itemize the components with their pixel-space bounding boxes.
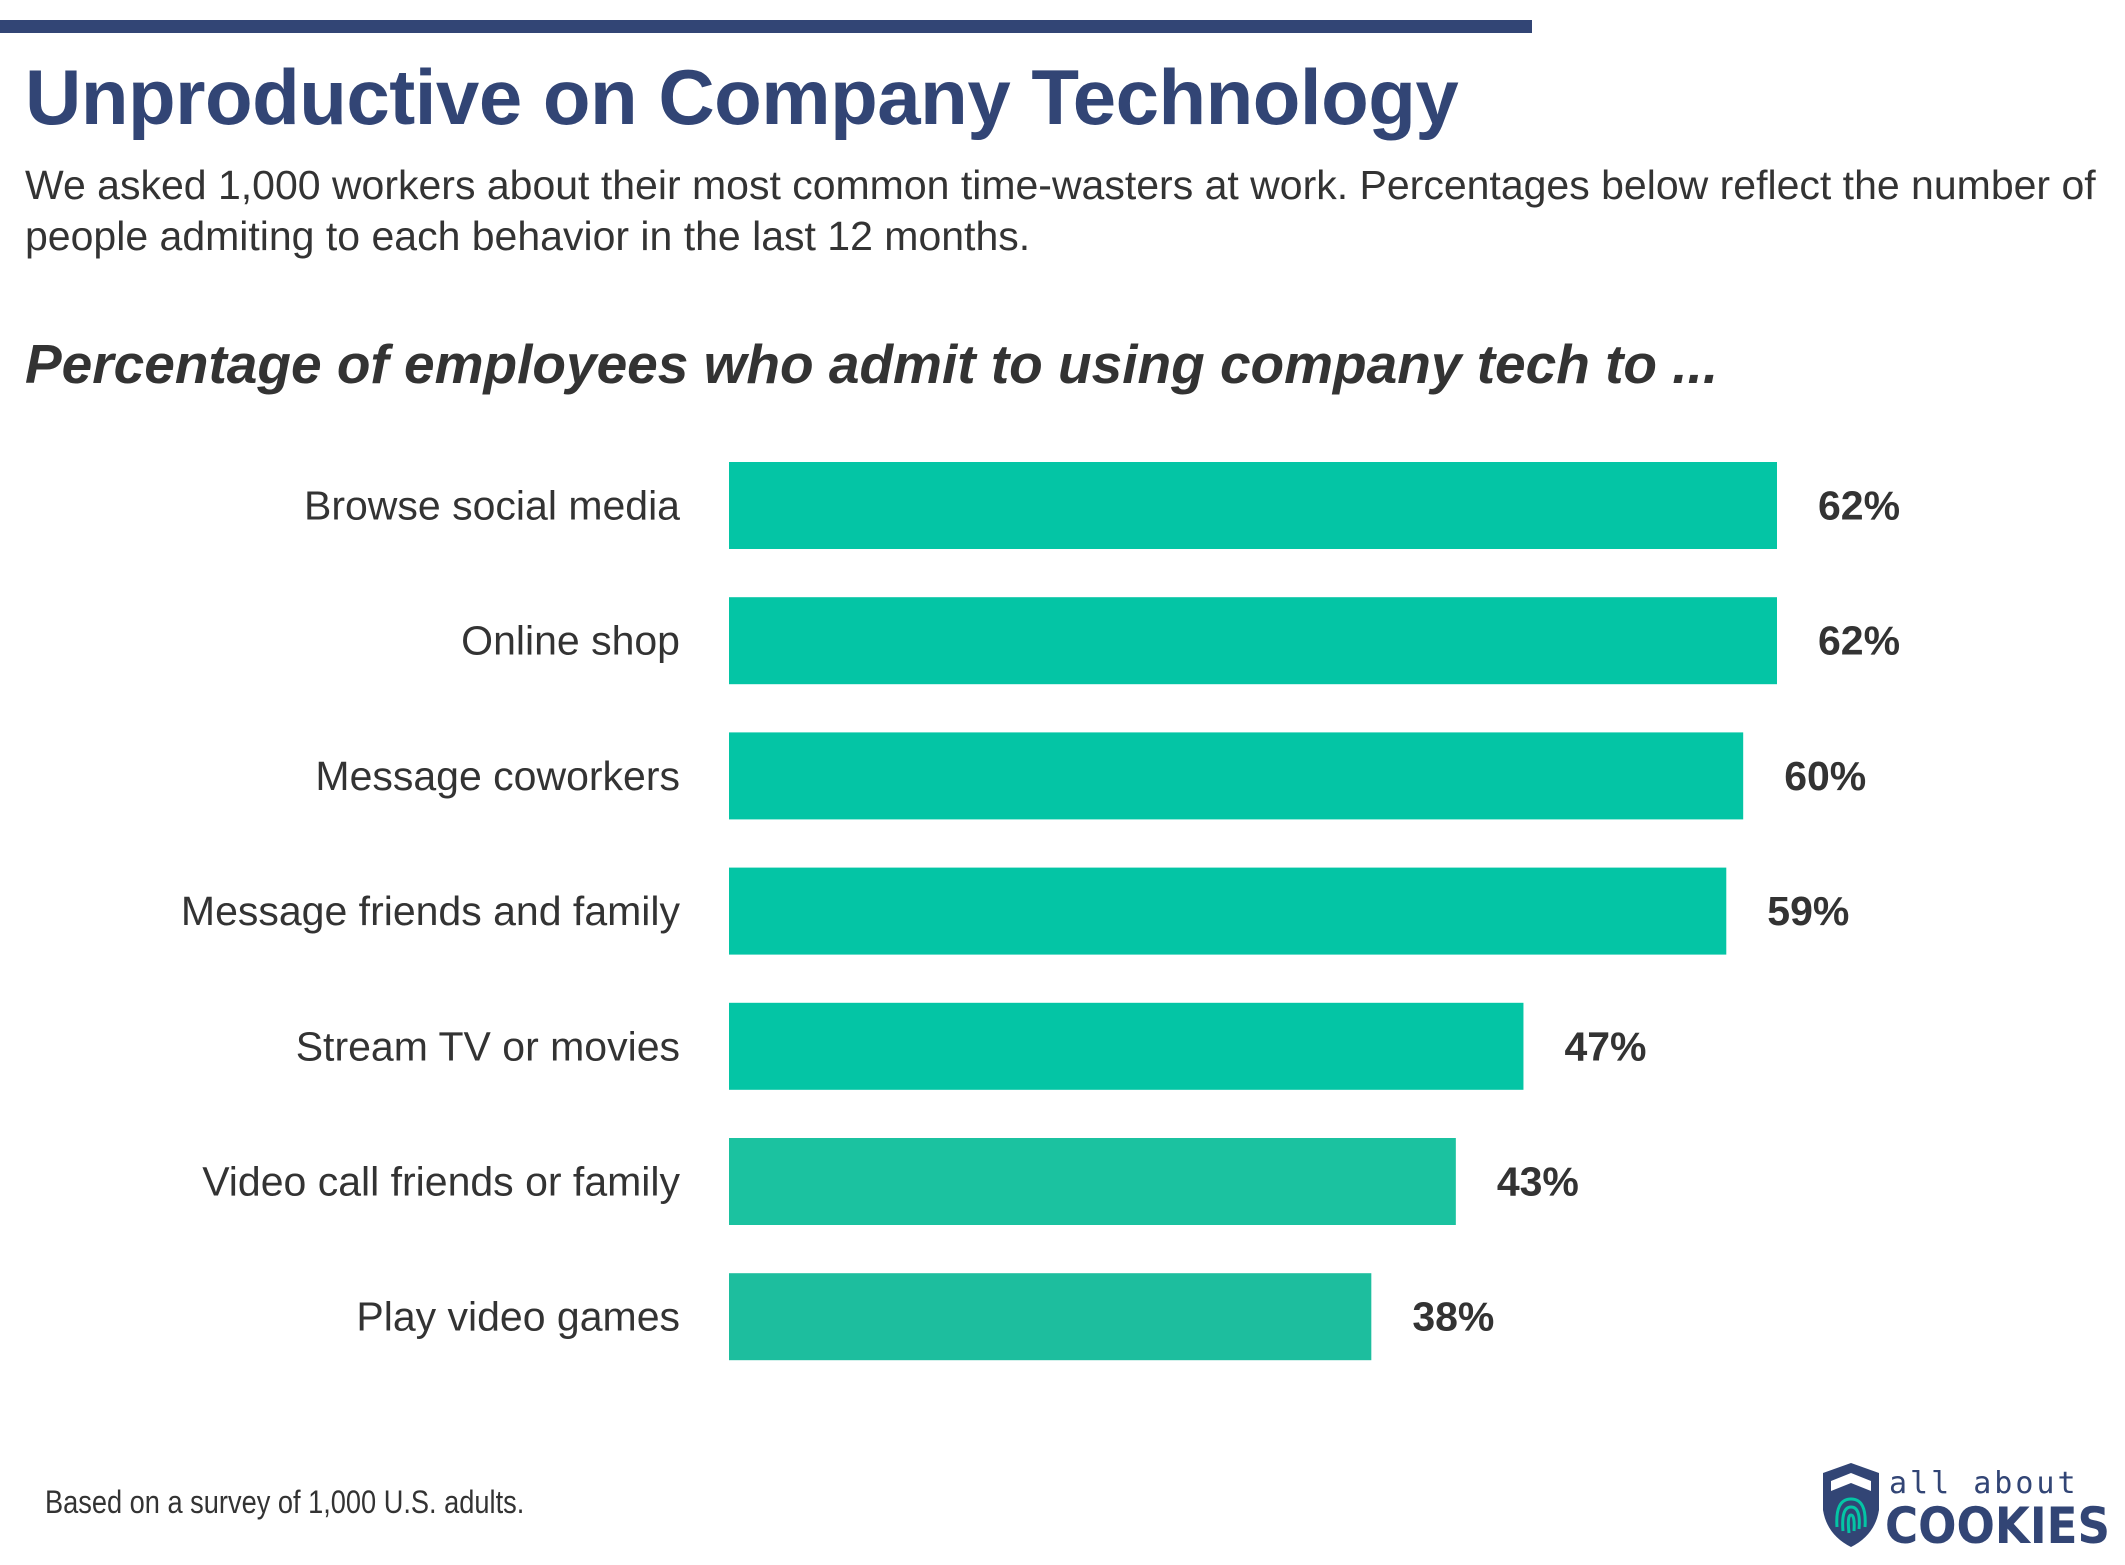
category-label: Message friends and family xyxy=(181,888,681,934)
data-label: 62% xyxy=(1818,483,1900,529)
bar xyxy=(729,1273,1372,1361)
category-label: Message coworkers xyxy=(315,753,680,799)
data-label: 62% xyxy=(1818,618,1900,664)
bar xyxy=(729,462,1777,549)
data-label: 59% xyxy=(1767,888,1849,934)
svg-text:COOKIES: COOKIES xyxy=(1885,1497,2110,1555)
data-label: 43% xyxy=(1497,1159,1579,1205)
bar xyxy=(729,1002,1524,1090)
chart-title: Percentage of employees who admit to usi… xyxy=(25,333,1719,395)
category-label: Browse social media xyxy=(304,483,680,529)
category-label: Play video games xyxy=(356,1294,680,1340)
bar-chart: Browse social media 62% Online shop 62% Mess… xyxy=(181,462,1900,1361)
top-accent-bar xyxy=(0,20,1532,33)
category-label: Video call friends or family xyxy=(202,1159,680,1205)
bar xyxy=(729,732,1744,820)
bar xyxy=(729,867,1727,955)
all-about-cookies-logo: all about COOKIES xyxy=(1823,1463,2110,1555)
category-label: Stream TV or movies xyxy=(296,1023,680,1069)
page-title: Unproductive on Company Technology xyxy=(25,53,1459,141)
subtitle: We asked 1,000 workers about their most … xyxy=(25,162,2096,259)
footnote: Based on a survey of 1,000 U.S. adults. xyxy=(45,1484,525,1520)
bar xyxy=(729,597,1777,685)
data-label: 60% xyxy=(1784,753,1866,799)
category-label: Online shop xyxy=(461,618,680,664)
svg-text:all about: all about xyxy=(1889,1466,2079,1501)
bar xyxy=(729,1138,1456,1225)
fingerprint-icon xyxy=(1835,1497,1867,1534)
data-label: 38% xyxy=(1412,1294,1494,1340)
data-label: 47% xyxy=(1564,1023,1646,1069)
